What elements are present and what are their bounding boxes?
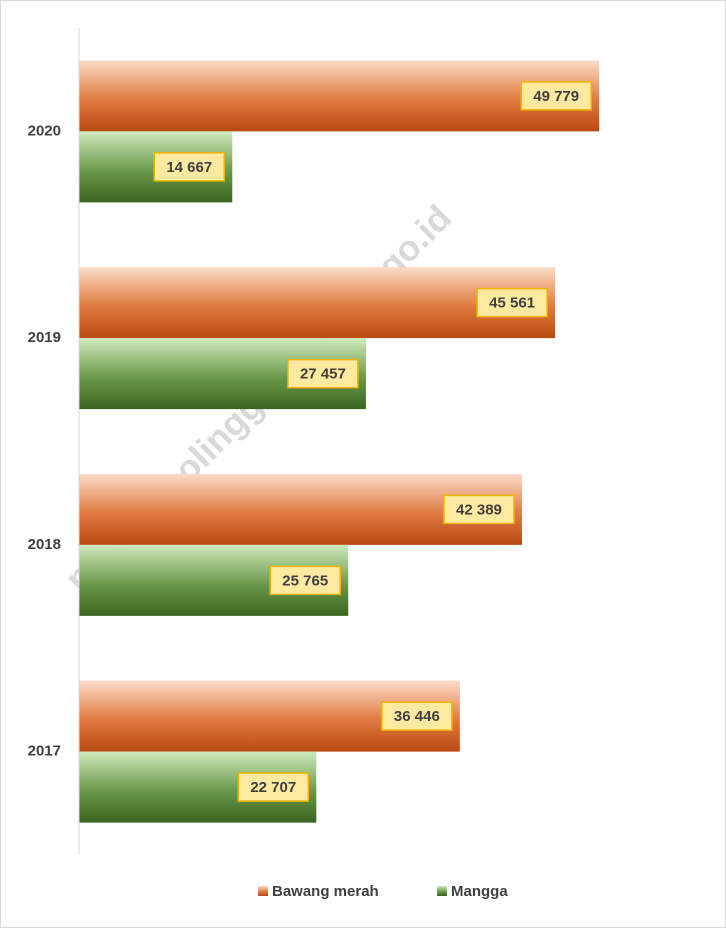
bar <box>79 267 556 339</box>
y-tick-label: 2019 <box>28 329 61 346</box>
data-label: 42 389 <box>456 501 502 518</box>
data-label-box <box>287 358 359 389</box>
data-label-box <box>237 772 310 802</box>
data-label-box <box>520 81 592 111</box>
legend-swatch <box>437 886 447 896</box>
data-label-box <box>153 152 226 182</box>
bar <box>79 60 600 132</box>
data-label-box <box>269 565 341 596</box>
data-label: 22 707 <box>250 779 296 796</box>
data-label-box <box>476 287 548 318</box>
y-tick-label: 2018 <box>28 536 61 553</box>
data-label-box <box>443 494 515 525</box>
data-label: 36 446 <box>394 708 440 725</box>
y-tick-label: 2020 <box>28 122 61 139</box>
data-label: 25 765 <box>282 572 328 589</box>
legend-swatch <box>258 886 268 896</box>
legend-label: Mangga <box>451 883 508 900</box>
data-label: 49 779 <box>533 88 579 105</box>
y-tick-label: 2017 <box>28 743 61 760</box>
legend-label: Bawang merah <box>272 883 379 900</box>
data-label: 27 457 <box>300 366 346 383</box>
data-label: 14 667 <box>166 159 212 176</box>
data-label-box <box>381 701 453 731</box>
data-label: 45 561 <box>489 295 535 312</box>
